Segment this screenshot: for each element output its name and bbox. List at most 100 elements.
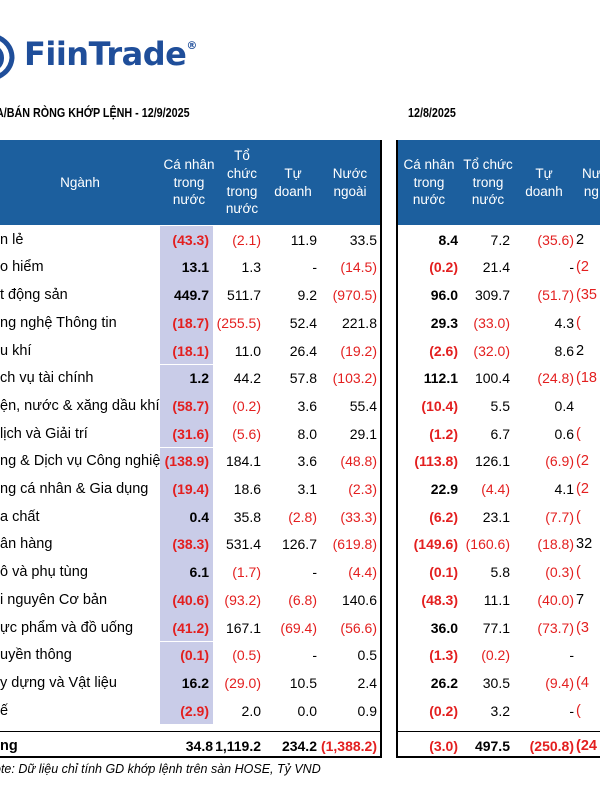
table-row: lịch và Giải trí (31.6) (5.6) 8.0 29.1 [0, 419, 380, 448]
cell-institution-right: 3.2 [490, 702, 510, 719]
total-foreign: (1,388.2) [320, 737, 377, 754]
cell-institution: (5.6) [232, 425, 261, 442]
header-proprietary: Tự doanh [274, 165, 312, 199]
cell-proprietary: 3.1 [297, 481, 317, 498]
table-row: (10.4) 5.5 0.4 [398, 392, 600, 420]
cell-proprietary-right: (73.7) [537, 619, 574, 636]
cell-institution: (0.2) [232, 397, 261, 414]
cell-proprietary: 8.0 [297, 425, 317, 442]
cell-individual: 13.1 [160, 253, 213, 282]
cell-foreign: (2.3) [348, 481, 377, 498]
cell-proprietary: (2.8) [288, 508, 317, 525]
table-row: 29.3 (33.0) 4.3( [398, 309, 600, 337]
cell-foreign: (33.3) [340, 508, 377, 525]
cell-individual-right: 26.2 [430, 674, 458, 691]
left-total-row: ng 34.8 1,119.2 234.2 (1,388.2) [0, 731, 380, 758]
table-row: (0.1) 5.8 (0.3)( [398, 558, 600, 586]
cell-proprietary-right: 4.1 [554, 481, 574, 498]
table-row: ch vụ tài chính 1.2 44.2 57.8 (103.2) [0, 364, 380, 393]
cell-institution: 2.0 [241, 702, 261, 719]
cell-proprietary-right: 8.6 [554, 342, 574, 359]
header-individual-right: Cá nhân trong nước [403, 156, 455, 208]
cell-individual: (18.7) [160, 309, 213, 337]
cell-proprietary: 126.7 [281, 536, 317, 553]
table-row: 36.0 77.1 (73.7) (3 [398, 614, 600, 642]
cell-individual: (138.9) [160, 447, 213, 476]
cell-institution: (0.5) [232, 647, 261, 664]
table-row: ng cá nhân & Gia dụng (19.4) 18.6 3.1 (2.3) [0, 475, 380, 503]
cell-proprietary: - [312, 259, 317, 276]
table-row: o hiểm 13.1 1.3 - (14.5) [0, 253, 380, 282]
cell-individual: (38.3) [160, 530, 213, 559]
cell-foreign: (4.4) [348, 564, 377, 581]
header-individual: Cá nhân trong nước [163, 156, 215, 208]
cell-foreign-right: (35 [576, 287, 597, 304]
cell-proprietary: 11.9 [290, 231, 317, 248]
cell-foreign: 221.8 [341, 314, 377, 331]
cell-institution: 1.3 [241, 259, 261, 276]
right-table-title: 12/8/2025 [408, 106, 456, 120]
cell-foreign-right [576, 392, 600, 420]
cell-foreign-right: 2 [576, 342, 585, 359]
sector-name: ện, nước & xăng dầu khí đốt [0, 397, 184, 414]
cell-individual: (0.1) [160, 641, 213, 670]
cell-individual: 1.2 [160, 364, 213, 393]
cell-proprietary: 0.0 [297, 702, 317, 719]
table-row: t động sản 449.7 511.7 9.2 (970.5) [0, 281, 380, 309]
cell-foreign-right: ( [576, 564, 581, 581]
cell-individual-right: (113.8) [414, 453, 458, 470]
sector-name: ực phẩm và đồ uống [0, 619, 134, 636]
cell-individual-right: 8.4 [438, 231, 458, 248]
cell-individual-right: (6.2) [429, 508, 458, 525]
sector-name: ng cá nhân & Gia dụng [0, 481, 149, 498]
table-row: (1.3) (0.2) - [398, 642, 600, 670]
cell-foreign: 2.4 [357, 674, 377, 691]
sector-name: ô và phụ tùng [0, 564, 88, 581]
sector-name: ng & Dịch vụ Công nghiệp [0, 453, 169, 470]
cell-institution-right: 5.5 [490, 397, 510, 414]
cell-proprietary-right: (35.6) [537, 231, 574, 248]
cell-individual-right: 96.0 [430, 287, 458, 304]
cell-institution-right: (160.6) [465, 536, 510, 553]
sector-name: t động sản [0, 287, 68, 304]
left-table-title: A/BÁN RÒNG KHỚP LỆNH - 12/9/2025 [0, 106, 190, 120]
cell-individual-right: (1.3) [429, 647, 458, 664]
total-proprietary-right: (250.8) [529, 737, 574, 754]
cell-individual: 449.7 [160, 281, 213, 309]
header-foreign-right: Nư ng [582, 165, 600, 199]
total-proprietary: 234.2 [281, 737, 317, 754]
cell-institution-right: 100.4 [474, 370, 510, 387]
sector-name: ch vụ tài chính [0, 370, 94, 387]
table-row: i nguyên Cơ bản (40.6) (93.2) (6.8) 140.6 [0, 586, 380, 614]
sector-name: ng nghệ Thông tin [0, 314, 117, 331]
total-individual: 34.8 [185, 737, 213, 754]
cell-proprietary-right: (7.7) [545, 508, 574, 525]
brand-name: FiinTrade® [24, 35, 197, 73]
cell-proprietary: 57.8 [289, 370, 317, 387]
table-row: uyền thông (0.1) (0.5) - 0.5 [0, 641, 380, 670]
cell-institution-right: 21.4 [482, 259, 510, 276]
sector-name: uyền thông [0, 647, 72, 664]
cell-proprietary-right: - [569, 647, 574, 664]
right-table-header: Cá nhân trong nước Tổ chức trong nước Tự… [398, 140, 600, 225]
cell-foreign: 55.4 [349, 397, 377, 414]
right-table: Cá nhân trong nước Tổ chức trong nước Tự… [396, 140, 600, 758]
table-row: ực phẩm và đồ uống (41.2) 167.1 (69.4) (56.6… [0, 613, 380, 642]
cell-institution: (255.5) [216, 314, 261, 331]
table-row: ế (2.9) 2.0 0.0 0.9 [0, 696, 380, 725]
cell-foreign-right: 2 [576, 231, 585, 248]
table-row: (113.8) 126.1 (6.9) (2 [398, 448, 600, 476]
cell-foreign-right: 7 [576, 591, 585, 608]
cell-individual: (2.9) [160, 696, 213, 725]
table-row: n lẻ (43.3) (2.1) 11.9 33.5 [0, 226, 380, 254]
table-row: 22.9 (4.4) 4.1 (2 [398, 475, 600, 503]
cell-institution: 11.0 [234, 342, 261, 359]
cell-proprietary-right: (18.8) [537, 536, 574, 553]
cell-institution-right: 126.1 [474, 453, 510, 470]
cell-foreign-right: ( [576, 425, 581, 442]
cell-proprietary-right: (0.3) [545, 564, 574, 581]
table-row: (1.2) 6.7 0.6( [398, 420, 600, 448]
cell-individual-right: (0.1) [429, 564, 458, 581]
cell-proprietary-right: - [569, 702, 574, 719]
cell-foreign: (103.2) [332, 370, 377, 387]
